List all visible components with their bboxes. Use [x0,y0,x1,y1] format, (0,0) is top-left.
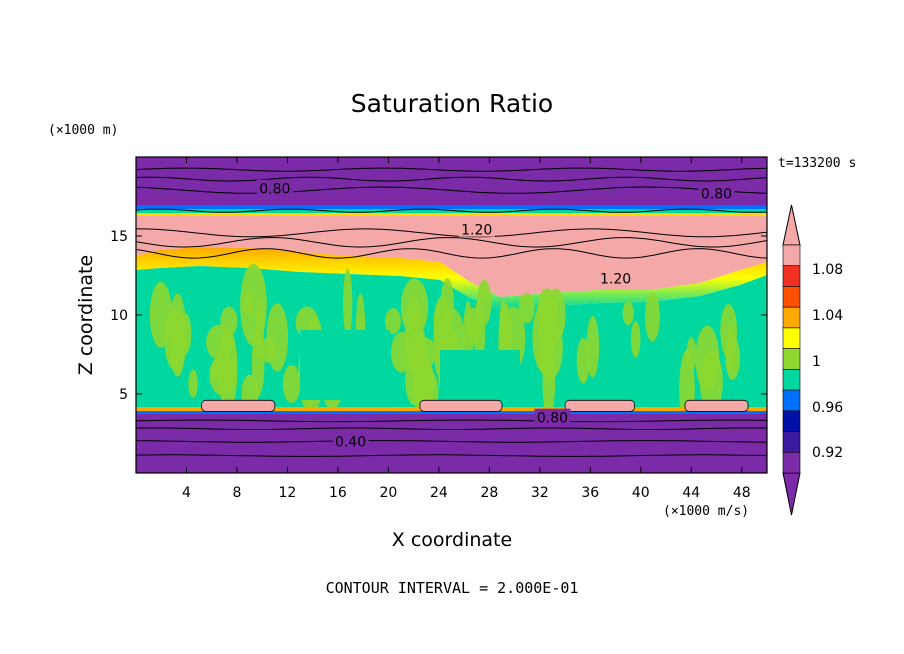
y-axis: 5 10 15 [110,229,767,403]
x-tick-label: 44 [682,485,700,501]
colorbar-tick-label: 1.08 [812,262,843,278]
colorbar-swatch [782,451,801,474]
x-tick-label: 16 [329,485,347,501]
contour-label: 1.20 [600,272,631,288]
contour-label: 1.20 [461,223,492,239]
x-tick-label: 36 [581,485,599,501]
x-tick-label: 24 [430,485,448,501]
x-tick-label: 4 [182,485,191,501]
x-axis-title: X coordinate [392,529,512,551]
colorbar-tick-label: 0.96 [812,400,843,416]
contour-label: 0.80 [259,182,290,198]
colorbar: 1.08 1.04 1 0.96 0.92 [782,204,843,516]
contour-label: 0.80 [701,186,732,202]
colorbar-swatch [782,244,801,267]
colorbar-swatch [782,327,801,349]
chart-title: Saturation Ratio [351,89,553,118]
y-axis-title: Z coordinate [75,255,97,375]
x-unit-label: (×1000 m/s) [663,504,749,519]
time-label: t=133200 s [778,156,856,171]
colorbar-upper-arrow [782,204,801,246]
colorbar-swatch [782,389,801,412]
y-tick-label: 10 [110,308,128,324]
colorbar-swatch [782,431,801,453]
x-axis: 4 8 12 16 20 24 28 32 36 40 44 48 [182,157,751,501]
colorbar-tick-label: 1.04 [812,308,843,324]
contour-label: 0.40 [335,434,366,450]
contour-labels: 0.80 0.80 1.20 1.20 0.80 0.40 [256,179,735,450]
y-tick-label: 15 [110,229,128,245]
x-tick-label: 28 [480,485,498,501]
x-tick-label: 20 [379,485,397,501]
x-tick-label: 32 [531,485,549,501]
x-tick-label: 8 [232,485,241,501]
x-tick-label: 48 [733,485,751,501]
colorbar-swatch [782,265,801,287]
contour-interval-footer: CONTOUR INTERVAL = 2.000E-01 [326,579,579,597]
colorbar-lower-arrow [782,472,801,516]
lower-dry-layer [136,414,767,473]
colorbar-swatch [782,306,801,329]
plot-area [136,157,767,473]
contour-label: 0.80 [537,411,568,427]
x-tick-label: 12 [279,485,297,501]
colorbar-swatch [782,410,801,432]
colorbar-tick-label: 0.92 [812,445,843,461]
upper-dry-layer [136,157,767,207]
colorbar-swatch [782,286,801,308]
x-tick-label: 40 [632,485,650,501]
colorbar-tick-label: 1 [812,354,821,370]
colorbar-swatch [782,369,801,391]
y-unit-label: (×1000 m) [48,123,118,138]
colorbar-swatch [782,348,801,370]
y-tick-label: 5 [119,387,128,403]
